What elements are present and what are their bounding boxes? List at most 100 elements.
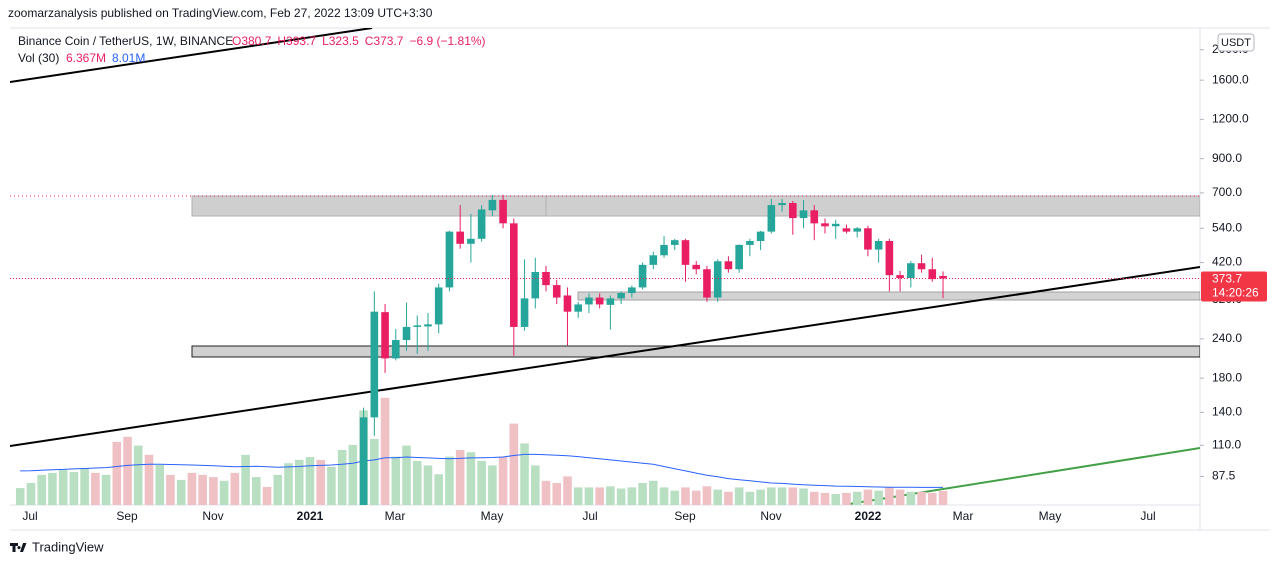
volume-bar <box>927 492 937 505</box>
volume-bar <box>305 457 315 505</box>
candle-body <box>595 297 604 305</box>
support-box <box>191 345 1200 358</box>
x-tick-label: Nov <box>760 509 781 523</box>
candle-body <box>917 263 926 270</box>
volume-bar <box>423 465 433 505</box>
volume-bar <box>670 490 680 505</box>
volume-bar <box>530 465 540 505</box>
volume-bar <box>26 483 36 505</box>
candle-body <box>928 269 937 280</box>
currency: USDT <box>1221 37 1251 49</box>
volume-bar <box>123 436 132 505</box>
volume-bar <box>80 468 89 505</box>
volume-bar <box>595 487 604 505</box>
candle-body <box>853 228 861 232</box>
axes: 87.5110.0140.0180.0240.0320.0420.0540.07… <box>10 33 1267 523</box>
volume-bar <box>252 477 261 505</box>
candle-body <box>703 269 711 298</box>
ohlc-value: L323.5 <box>322 34 359 48</box>
x-tick-label: May <box>1039 509 1062 523</box>
support-box <box>577 291 1200 301</box>
volume-bar <box>809 491 819 505</box>
candle-body <box>370 311 379 418</box>
candle-body <box>907 263 915 279</box>
volume-bar <box>112 441 122 505</box>
brand-name: TradingView <box>32 539 104 554</box>
candle-body <box>434 287 443 325</box>
candle-body <box>520 298 529 327</box>
volume-bar <box>724 491 733 505</box>
candle-body <box>939 275 947 279</box>
candle-body <box>563 295 572 312</box>
y-tick-label: 1200.0 <box>1212 112 1249 126</box>
publisher: zoomarzanalysis published on TradingView… <box>8 6 433 20</box>
volume-bar <box>895 489 905 505</box>
vol-title: Vol (30) <box>18 51 59 65</box>
candle-body <box>391 340 400 359</box>
volume-bar <box>541 480 551 505</box>
volume-bar <box>606 486 615 505</box>
volume-bar <box>488 465 497 505</box>
price-pane <box>359 194 947 505</box>
candle-body <box>510 223 518 327</box>
candle-body <box>477 209 486 239</box>
volume-bar <box>91 472 100 505</box>
volume-bar <box>799 488 808 505</box>
y-tick-label: 87.5 <box>1212 469 1236 483</box>
volume-bar <box>831 494 841 505</box>
candle-body <box>413 325 422 327</box>
volume-bar <box>133 445 143 505</box>
volume-bar <box>713 489 722 505</box>
volume-bar <box>445 456 454 505</box>
symbol: Binance Coin / TetherUS, 1W, BINANCE <box>18 34 233 48</box>
volume-bar <box>659 487 669 505</box>
volume-bar <box>327 466 336 505</box>
volume-bar <box>466 452 476 505</box>
ohlc-value: C373.7 <box>365 34 404 48</box>
volume-bar <box>455 450 465 505</box>
candle-body <box>778 203 786 206</box>
candle-body <box>735 244 743 270</box>
volume-bar <box>734 487 744 505</box>
volume-bar <box>681 487 690 505</box>
volume-bar <box>284 463 293 505</box>
volume-pane <box>15 397 948 505</box>
candle-body <box>359 417 368 505</box>
candle-body <box>896 275 904 279</box>
candle-body <box>628 287 636 294</box>
volume-bar <box>520 443 529 505</box>
volume-bar <box>370 439 379 505</box>
candle-body <box>831 223 840 227</box>
volume-bar <box>767 487 776 505</box>
x-tick-label: 2022 <box>855 509 882 523</box>
x-tick-label: Jul <box>22 509 37 523</box>
volume-bar <box>627 487 637 505</box>
candle-body <box>499 199 507 224</box>
candle-body <box>402 326 411 341</box>
x-tick-label: Nov <box>202 509 223 523</box>
candle-body <box>681 240 690 265</box>
x-tick-label: May <box>481 509 504 523</box>
volume-bar <box>756 489 765 505</box>
volume-bar <box>262 486 272 505</box>
volume-bar <box>938 490 948 505</box>
candle-body <box>585 297 593 305</box>
volume-bar <box>58 469 68 505</box>
candle-body <box>810 210 819 224</box>
y-tick-label: 700.0 <box>1212 185 1242 199</box>
candle-body <box>767 205 776 232</box>
volume-bar <box>509 423 519 505</box>
volume-bar <box>874 490 883 505</box>
volume-bar <box>241 454 250 505</box>
x-tick-label: Mar <box>953 509 974 523</box>
candle-body <box>724 261 733 270</box>
candle-body <box>638 264 647 288</box>
volume-bar <box>552 483 562 505</box>
volume-bar <box>477 461 486 505</box>
volume-bar <box>563 476 572 505</box>
candle-body <box>456 231 464 244</box>
volume-bar <box>906 491 916 505</box>
volume-bar <box>273 474 283 505</box>
